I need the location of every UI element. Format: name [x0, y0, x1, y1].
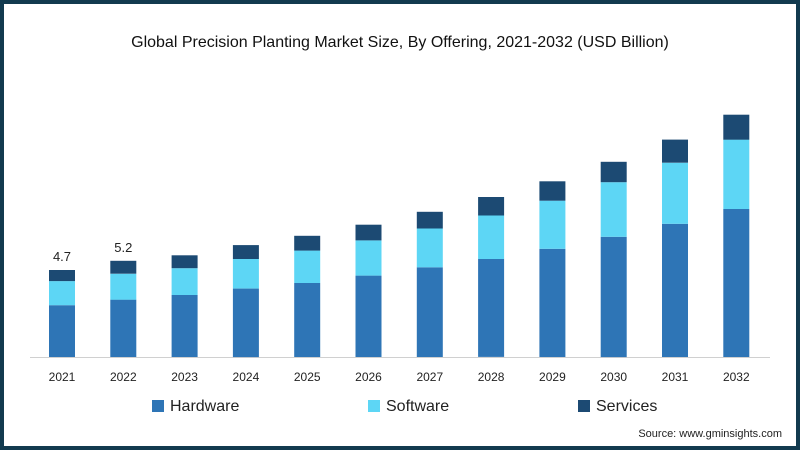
bar-hardware-2027 [416, 267, 443, 357]
data-label-total-2021: 4.7 [53, 249, 71, 264]
bar-services-2022 [110, 260, 137, 274]
bar-services-2030 [600, 161, 627, 183]
bar-software-2028 [478, 215, 505, 259]
bar-software-2031 [662, 162, 688, 224]
source-note: Source: www.gminsights.com [638, 428, 782, 440]
bar-software-2026 [355, 240, 382, 276]
bar-software-2022 [110, 273, 137, 300]
legend-label-software: Software [386, 398, 449, 415]
data-label-total-2022: 5.2 [114, 240, 132, 255]
bar-hardware-2022 [110, 299, 137, 357]
bar-hardware-2024 [232, 288, 259, 358]
bar-software-2032 [723, 139, 750, 209]
bar-hardware-2031 [662, 223, 688, 357]
bar-software-2023 [171, 268, 198, 295]
x-tick-label-2021: 2021 [49, 370, 76, 384]
bar-software-2025 [294, 250, 321, 283]
x-tick-label-2024: 2024 [233, 370, 260, 384]
bar-services-2021 [49, 270, 75, 282]
bar-services-2031 [662, 139, 688, 163]
legend-swatch-software [368, 400, 380, 412]
legend-swatch-hardware [152, 400, 164, 412]
bar-hardware-2023 [171, 295, 198, 357]
bar-software-2029 [539, 200, 566, 249]
bar-hardware-2028 [478, 258, 505, 357]
bar-services-2029 [539, 181, 566, 201]
bar-services-2032 [723, 114, 750, 140]
bar-software-2030 [600, 182, 627, 237]
x-tick-label-2022: 2022 [110, 370, 137, 384]
bar-services-2027 [416, 211, 443, 229]
bar-software-2027 [416, 228, 443, 268]
x-tick-label-2031: 2031 [662, 370, 689, 384]
bar-services-2025 [294, 235, 321, 251]
x-tick-label-2026: 2026 [355, 370, 382, 384]
legend-swatch-services [578, 400, 590, 412]
x-tick-label-2029: 2029 [539, 370, 566, 384]
chart-title: Global Precision Planting Market Size, B… [131, 34, 669, 51]
legend-label-services: Services [596, 398, 657, 415]
x-tick-label-2030: 2030 [600, 370, 627, 384]
x-tick-label-2023: 2023 [171, 370, 198, 384]
bar-hardware-2030 [600, 236, 627, 358]
bar-services-2023 [171, 255, 198, 269]
bar-software-2024 [232, 258, 259, 289]
bar-software-2021 [49, 281, 75, 306]
bar-services-2026 [355, 224, 382, 241]
bar-hardware-2026 [355, 275, 382, 357]
legend-label-hardware: Hardware [170, 398, 239, 415]
x-tick-label-2028: 2028 [478, 370, 505, 384]
bar-services-2024 [232, 245, 259, 259]
x-tick-label-2032: 2032 [723, 370, 750, 384]
bar-hardware-2032 [723, 209, 750, 357]
bar-services-2028 [478, 197, 505, 216]
x-tick-label-2025: 2025 [294, 370, 321, 384]
x-tick-label-2027: 2027 [416, 370, 443, 384]
bar-hardware-2021 [49, 305, 75, 357]
bar-hardware-2029 [539, 248, 566, 357]
bar-hardware-2025 [294, 283, 321, 357]
